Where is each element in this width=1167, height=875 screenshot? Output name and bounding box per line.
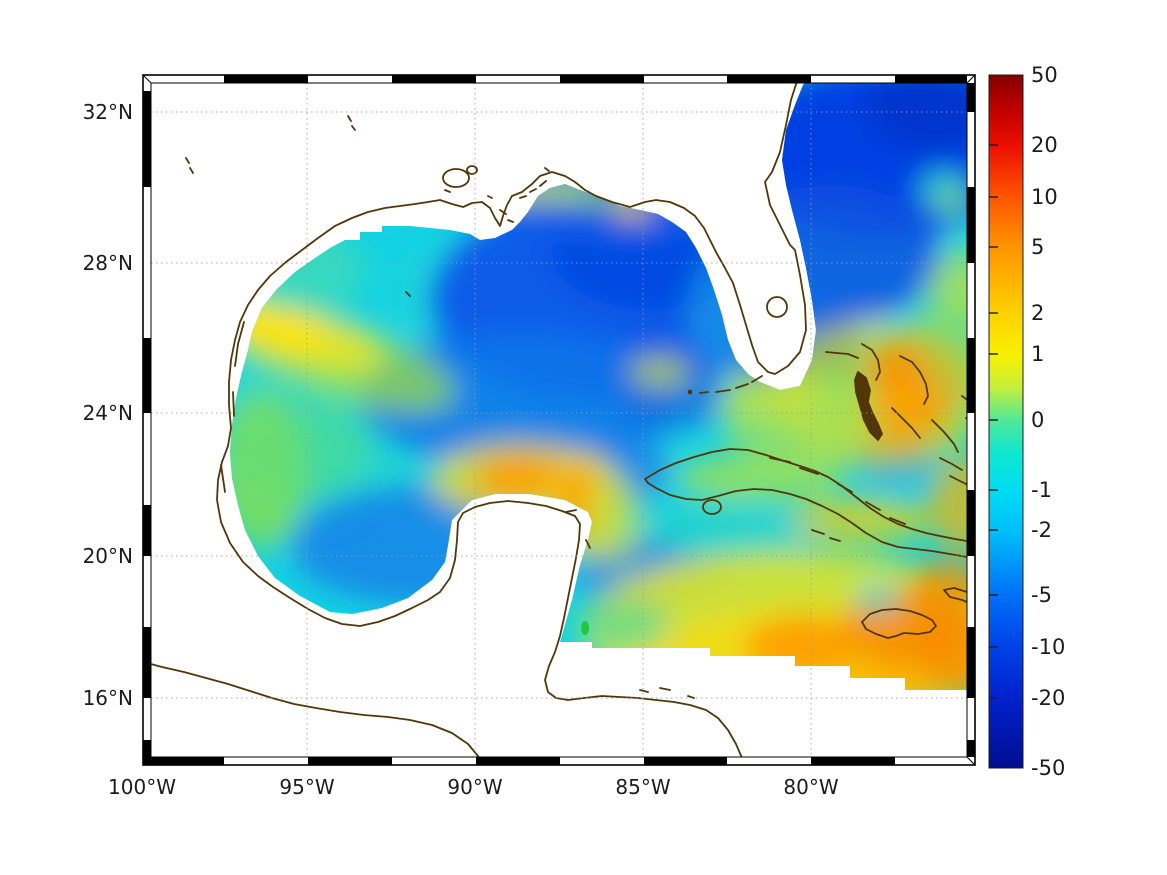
data-field	[230, 83, 967, 690]
cb-label-0: 0	[1031, 408, 1044, 432]
colorbar: 50 20 10 5 2 1 0 -1 -2 -5 -10 -20 -50	[988, 63, 1065, 780]
lat-axis: 32°N 28°N 24°N 20°N 16°N	[83, 100, 133, 710]
cozumel	[585, 539, 591, 549]
colorbar-gradient	[988, 74, 1024, 769]
lat-tick-24n: 24°N	[83, 401, 133, 425]
colorbar-ticks	[989, 144, 998, 699]
coast-pacific-mexico	[151, 663, 480, 757]
haiti-tip	[943, 587, 967, 603]
lon-tick-100w: 100°W	[108, 775, 176, 799]
lon-tick-85w: 85°W	[615, 775, 670, 799]
cb-label-m2: -2	[1031, 518, 1052, 542]
cb-label-50: 50	[1031, 63, 1058, 87]
cb-label-2: 2	[1031, 301, 1044, 325]
cb-label-10: 10	[1031, 185, 1058, 209]
cb-label-1: 1	[1031, 342, 1044, 366]
cb-label-20: 20	[1031, 133, 1058, 157]
lat-tick-32n: 32°N	[83, 100, 133, 124]
andros-island	[854, 371, 883, 441]
map-area	[151, 83, 967, 757]
holbox	[565, 509, 577, 513]
delta-marsh	[487, 180, 547, 223]
cb-label-m50: -50	[1031, 756, 1065, 780]
isla-juventud	[702, 499, 722, 515]
fancy-frame	[142, 74, 976, 766]
lat-tick-28n: 28°N	[83, 251, 133, 275]
coast-cuba	[644, 448, 967, 558]
florida-keys	[699, 375, 763, 394]
coastlines	[151, 83, 967, 757]
colorbar-labels: 50 20 10 5 2 1 0 -1 -2 -5 -10 -20 -50	[1031, 63, 1065, 780]
lake-pontchartrain	[442, 168, 470, 188]
jamaica	[861, 608, 937, 639]
green-speck	[581, 621, 589, 635]
lon-tick-95w: 95°W	[279, 775, 334, 799]
texas-barrier-islands	[220, 321, 245, 493]
cb-label-m20: -20	[1031, 686, 1065, 710]
lake-okeechobee	[766, 296, 788, 318]
coast-us-mexico-mainland	[216, 83, 807, 757]
cb-label-5: 5	[1031, 235, 1044, 259]
lat-tick-16n: 16°N	[83, 686, 133, 710]
lon-tick-80w: 80°W	[783, 775, 838, 799]
cb-label-m5: -5	[1031, 583, 1052, 607]
honduras-islands	[639, 687, 695, 699]
lon-tick-90w: 90°W	[447, 775, 502, 799]
cuba-north-keys	[769, 457, 906, 542]
graticule	[151, 83, 967, 757]
cb-label-m10: -10	[1031, 635, 1065, 659]
dry-tortugas	[687, 389, 693, 395]
lat-tick-20n: 20°N	[83, 544, 133, 568]
cb-label-m1: -1	[1031, 478, 1052, 502]
inland-specks	[185, 115, 550, 297]
bahamas	[825, 343, 967, 486]
lon-axis: 100°W 95°W 90°W 85°W 80°W	[108, 775, 839, 799]
